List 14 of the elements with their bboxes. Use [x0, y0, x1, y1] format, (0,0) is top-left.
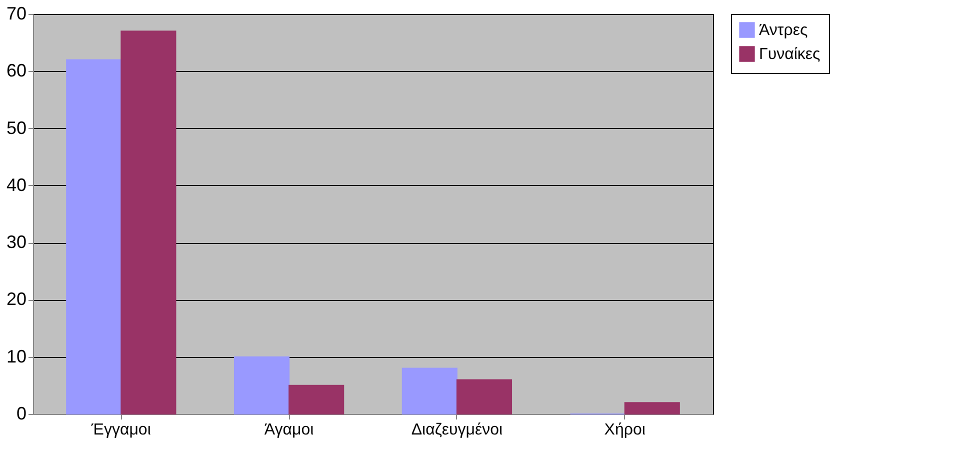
y-tick-label: 0	[16, 404, 26, 424]
x-tick-label: Χήροι	[604, 422, 646, 438]
legend-label: Άντρες	[759, 22, 808, 39]
x-tick-label: Άγαμοι	[264, 422, 314, 438]
y-tick-label: 30	[6, 232, 26, 252]
x-tick-label: Έγγαμοι	[90, 422, 152, 438]
legend-label: Γυναίκες	[759, 46, 820, 63]
y-tick-label: 60	[6, 60, 26, 81]
y-tick-label: 50	[6, 118, 26, 138]
x-tick-label: Διαζευγμένοι	[411, 422, 504, 438]
y-tick-label: 20	[6, 289, 26, 310]
y-tick-label: 70	[6, 4, 26, 24]
y-tick-label: 10	[6, 346, 26, 366]
y-tick-label: 40	[6, 174, 26, 195]
